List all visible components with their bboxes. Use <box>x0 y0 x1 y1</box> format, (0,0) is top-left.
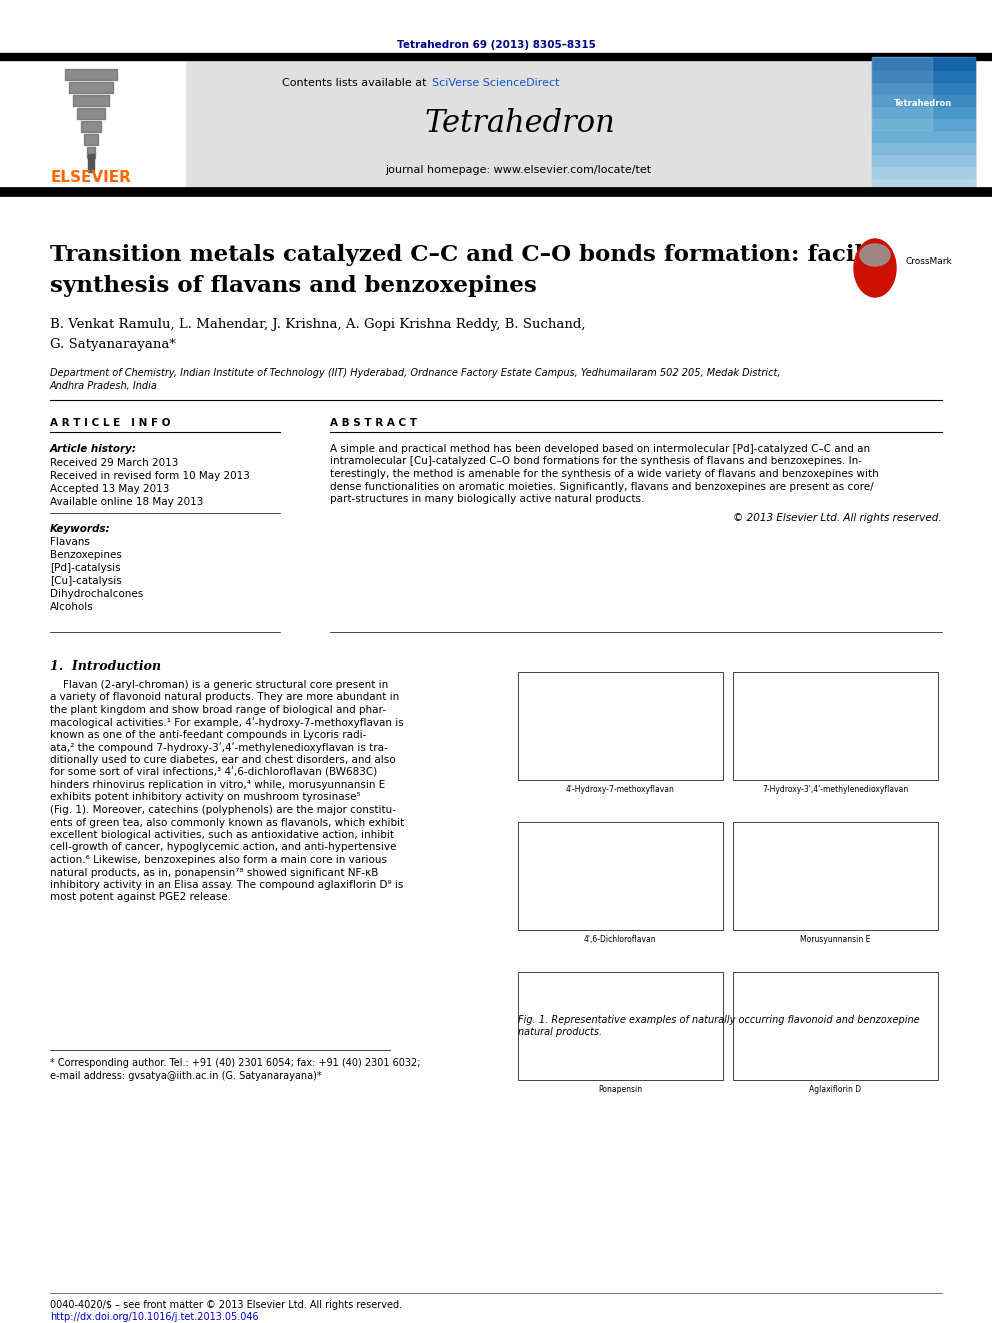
Text: Flavan (2-aryl-chroman) is a generic structural core present in: Flavan (2-aryl-chroman) is a generic str… <box>50 680 388 691</box>
Bar <box>518 972 723 1080</box>
Bar <box>185 57 870 191</box>
Text: Aglaxiflorin D: Aglaxiflorin D <box>808 1085 861 1094</box>
Bar <box>518 672 723 781</box>
Text: Andhra Pradesh, India: Andhra Pradesh, India <box>50 381 158 392</box>
Text: A R T I C L E   I N F O: A R T I C L E I N F O <box>50 418 171 429</box>
Bar <box>69 82 113 93</box>
Text: Department of Chemistry, Indian Institute of Technology (IIT) Hyderabad, Ordnanc: Department of Chemistry, Indian Institut… <box>50 368 781 378</box>
Bar <box>872 82 975 94</box>
Text: terestingly, the method is amenable for the synthesis of a wide variety of flava: terestingly, the method is amenable for … <box>330 468 879 479</box>
Bar <box>872 94 975 106</box>
Bar <box>733 972 938 1080</box>
Bar <box>518 822 723 930</box>
Bar <box>872 57 975 191</box>
Text: Tetrahedron: Tetrahedron <box>894 98 952 107</box>
Bar <box>88 153 94 172</box>
Text: Contents lists available at: Contents lists available at <box>282 78 430 89</box>
Bar <box>872 165 975 179</box>
Ellipse shape <box>860 243 890 266</box>
Bar <box>872 142 975 153</box>
Bar <box>872 179 975 191</box>
Bar <box>872 106 975 118</box>
Bar <box>872 57 932 130</box>
Text: Ponapensin: Ponapensin <box>598 1085 642 1094</box>
Text: 4'-Hydroxy-7-methoxyflavan: 4'-Hydroxy-7-methoxyflavan <box>565 785 675 794</box>
Text: e-mail address: gvsatya@iith.ac.in (G. Satyanarayana)*: e-mail address: gvsatya@iith.ac.in (G. S… <box>50 1072 321 1081</box>
Text: Keywords:: Keywords: <box>50 524 111 534</box>
Bar <box>733 672 938 781</box>
Text: G. Satyanarayana*: G. Satyanarayana* <box>50 337 176 351</box>
Text: synthesis of flavans and benzoxepines: synthesis of flavans and benzoxepines <box>50 275 537 296</box>
Text: ata,² the compound 7-hydroxy-3ʹ,4ʹ-methylenedioxyflavan is tra-: ata,² the compound 7-hydroxy-3ʹ,4ʹ-methy… <box>50 742 388 753</box>
Text: 1.  Introduction: 1. Introduction <box>50 660 161 673</box>
Text: for some sort of viral infections,³ 4ʹ,6-dichloroflavan (BW683C): for some sort of viral infections,³ 4ʹ,6… <box>50 767 377 778</box>
Text: action.⁶ Likewise, benzoxepines also form a main core in various: action.⁶ Likewise, benzoxepines also for… <box>50 855 387 865</box>
Text: journal homepage: www.elsevier.com/locate/tet: journal homepage: www.elsevier.com/locat… <box>385 165 651 175</box>
Text: SciVerse ScienceDirect: SciVerse ScienceDirect <box>432 78 559 89</box>
Text: part-structures in many biologically active natural products.: part-structures in many biologically act… <box>330 493 645 504</box>
Text: 4',6-Dichloroflavan: 4',6-Dichloroflavan <box>583 935 657 945</box>
Bar <box>872 58 975 70</box>
Text: A B S T R A C T: A B S T R A C T <box>330 418 417 429</box>
Text: most potent against PGE2 release.: most potent against PGE2 release. <box>50 893 231 902</box>
Text: [Pd]-catalysis: [Pd]-catalysis <box>50 564 121 573</box>
Text: Fig. 1. Representative examples of naturally occurring flavonoid and benzoxepine: Fig. 1. Representative examples of natur… <box>518 1015 920 1025</box>
Text: hinders rhinovirus replication in vitro,⁴ while, morusyunnansin E: hinders rhinovirus replication in vitro,… <box>50 781 385 790</box>
Text: ditionally used to cure diabetes, ear and chest disorders, and also: ditionally used to cure diabetes, ear an… <box>50 755 396 765</box>
Text: Received 29 March 2013: Received 29 March 2013 <box>50 458 179 468</box>
Text: Flavans: Flavans <box>50 537 90 546</box>
Bar <box>872 118 975 130</box>
Text: Benzoxepines: Benzoxepines <box>50 550 122 560</box>
Text: Tetrahedron: Tetrahedron <box>425 107 615 139</box>
Text: A simple and practical method has been developed based on intermolecular [Pd]-ca: A simple and practical method has been d… <box>330 445 870 454</box>
Bar <box>84 134 98 146</box>
Bar <box>872 153 975 165</box>
Text: a variety of flavonoid natural products. They are more abundant in: a variety of flavonoid natural products.… <box>50 692 399 703</box>
Bar <box>872 130 975 142</box>
Text: exhibits potent inhibitory activity on mushroom tyrosinase⁵: exhibits potent inhibitory activity on m… <box>50 792 361 803</box>
Text: Morusyunnansin E: Morusyunnansin E <box>800 935 870 945</box>
Text: ents of green tea, also commonly known as flavanols, which exhibit: ents of green tea, also commonly known a… <box>50 818 405 827</box>
Text: CrossMark: CrossMark <box>906 257 952 266</box>
Text: cell-growth of cancer, hypoglycemic action, and anti-hypertensive: cell-growth of cancer, hypoglycemic acti… <box>50 843 397 852</box>
Bar <box>733 822 938 930</box>
Text: natural products.: natural products. <box>518 1027 602 1037</box>
Text: excellent biological activities, such as antioxidative action, inhibit: excellent biological activities, such as… <box>50 830 394 840</box>
Text: Tetrahedron 69 (2013) 8305–8315: Tetrahedron 69 (2013) 8305–8315 <box>397 40 595 50</box>
Text: (Fig. 1). Moreover, catechins (polyphenols) are the major constitu-: (Fig. 1). Moreover, catechins (polypheno… <box>50 804 396 815</box>
Bar <box>77 108 105 119</box>
Text: * Corresponding author. Tel.: +91 (40) 2301 6054; fax: +91 (40) 2301 6032;: * Corresponding author. Tel.: +91 (40) 2… <box>50 1058 421 1068</box>
Ellipse shape <box>854 239 896 296</box>
Text: Transition metals catalyzed C–C and C–O bonds formation: facile: Transition metals catalyzed C–C and C–O … <box>50 243 878 266</box>
Text: Alcohols: Alcohols <box>50 602 94 613</box>
Text: Available online 18 May 2013: Available online 18 May 2013 <box>50 497 203 507</box>
Text: dense functionalities on aromatic moieties. Significantly, flavans and benzoxepi: dense functionalities on aromatic moieti… <box>330 482 874 492</box>
Text: B. Venkat Ramulu, L. Mahendar, J. Krishna, A. Gopi Krishna Reddy, B. Suchand,: B. Venkat Ramulu, L. Mahendar, J. Krishn… <box>50 318 585 331</box>
Text: http://dx.doi.org/10.1016/j.tet.2013.05.046: http://dx.doi.org/10.1016/j.tet.2013.05.… <box>50 1312 259 1322</box>
Text: intramolecular [Cu]-catalyzed C–O bond formations for the synthesis of flavans a: intramolecular [Cu]-catalyzed C–O bond f… <box>330 456 862 467</box>
Text: Dihydrochalcones: Dihydrochalcones <box>50 589 143 599</box>
Bar <box>73 95 109 106</box>
Text: 0040-4020/$ – see front matter © 2013 Elsevier Ltd. All rights reserved.: 0040-4020/$ – see front matter © 2013 El… <box>50 1301 402 1310</box>
Bar <box>65 69 117 79</box>
Bar <box>87 147 95 157</box>
Bar <box>872 70 975 82</box>
Text: inhibitory activity in an Elisa assay. The compound aglaxiflorin D⁹ is: inhibitory activity in an Elisa assay. T… <box>50 880 404 890</box>
Bar <box>81 120 101 132</box>
Text: 7-Hydroxy-3',4'-methylenedioxyflavan: 7-Hydroxy-3',4'-methylenedioxyflavan <box>762 785 908 794</box>
Text: Article history:: Article history: <box>50 445 137 454</box>
Text: [Cu]-catalysis: [Cu]-catalysis <box>50 576 122 586</box>
Text: Received in revised form 10 May 2013: Received in revised form 10 May 2013 <box>50 471 250 482</box>
Text: the plant kingdom and show broad range of biological and phar-: the plant kingdom and show broad range o… <box>50 705 386 714</box>
Text: known as one of the anti-feedant compounds in Lycoris radi-: known as one of the anti-feedant compoun… <box>50 730 366 740</box>
Text: Accepted 13 May 2013: Accepted 13 May 2013 <box>50 484 170 493</box>
Text: © 2013 Elsevier Ltd. All rights reserved.: © 2013 Elsevier Ltd. All rights reserved… <box>733 513 942 523</box>
Text: macological activities.¹ For example, 4ʹ-hydroxy-7-methoxyflavan is: macological activities.¹ For example, 4ʹ… <box>50 717 404 729</box>
Text: natural products, as in, ponapensin⁷⁸ showed significant NF-κB: natural products, as in, ponapensin⁷⁸ sh… <box>50 868 378 877</box>
Bar <box>10 57 185 188</box>
Text: ELSEVIER: ELSEVIER <box>51 171 131 185</box>
